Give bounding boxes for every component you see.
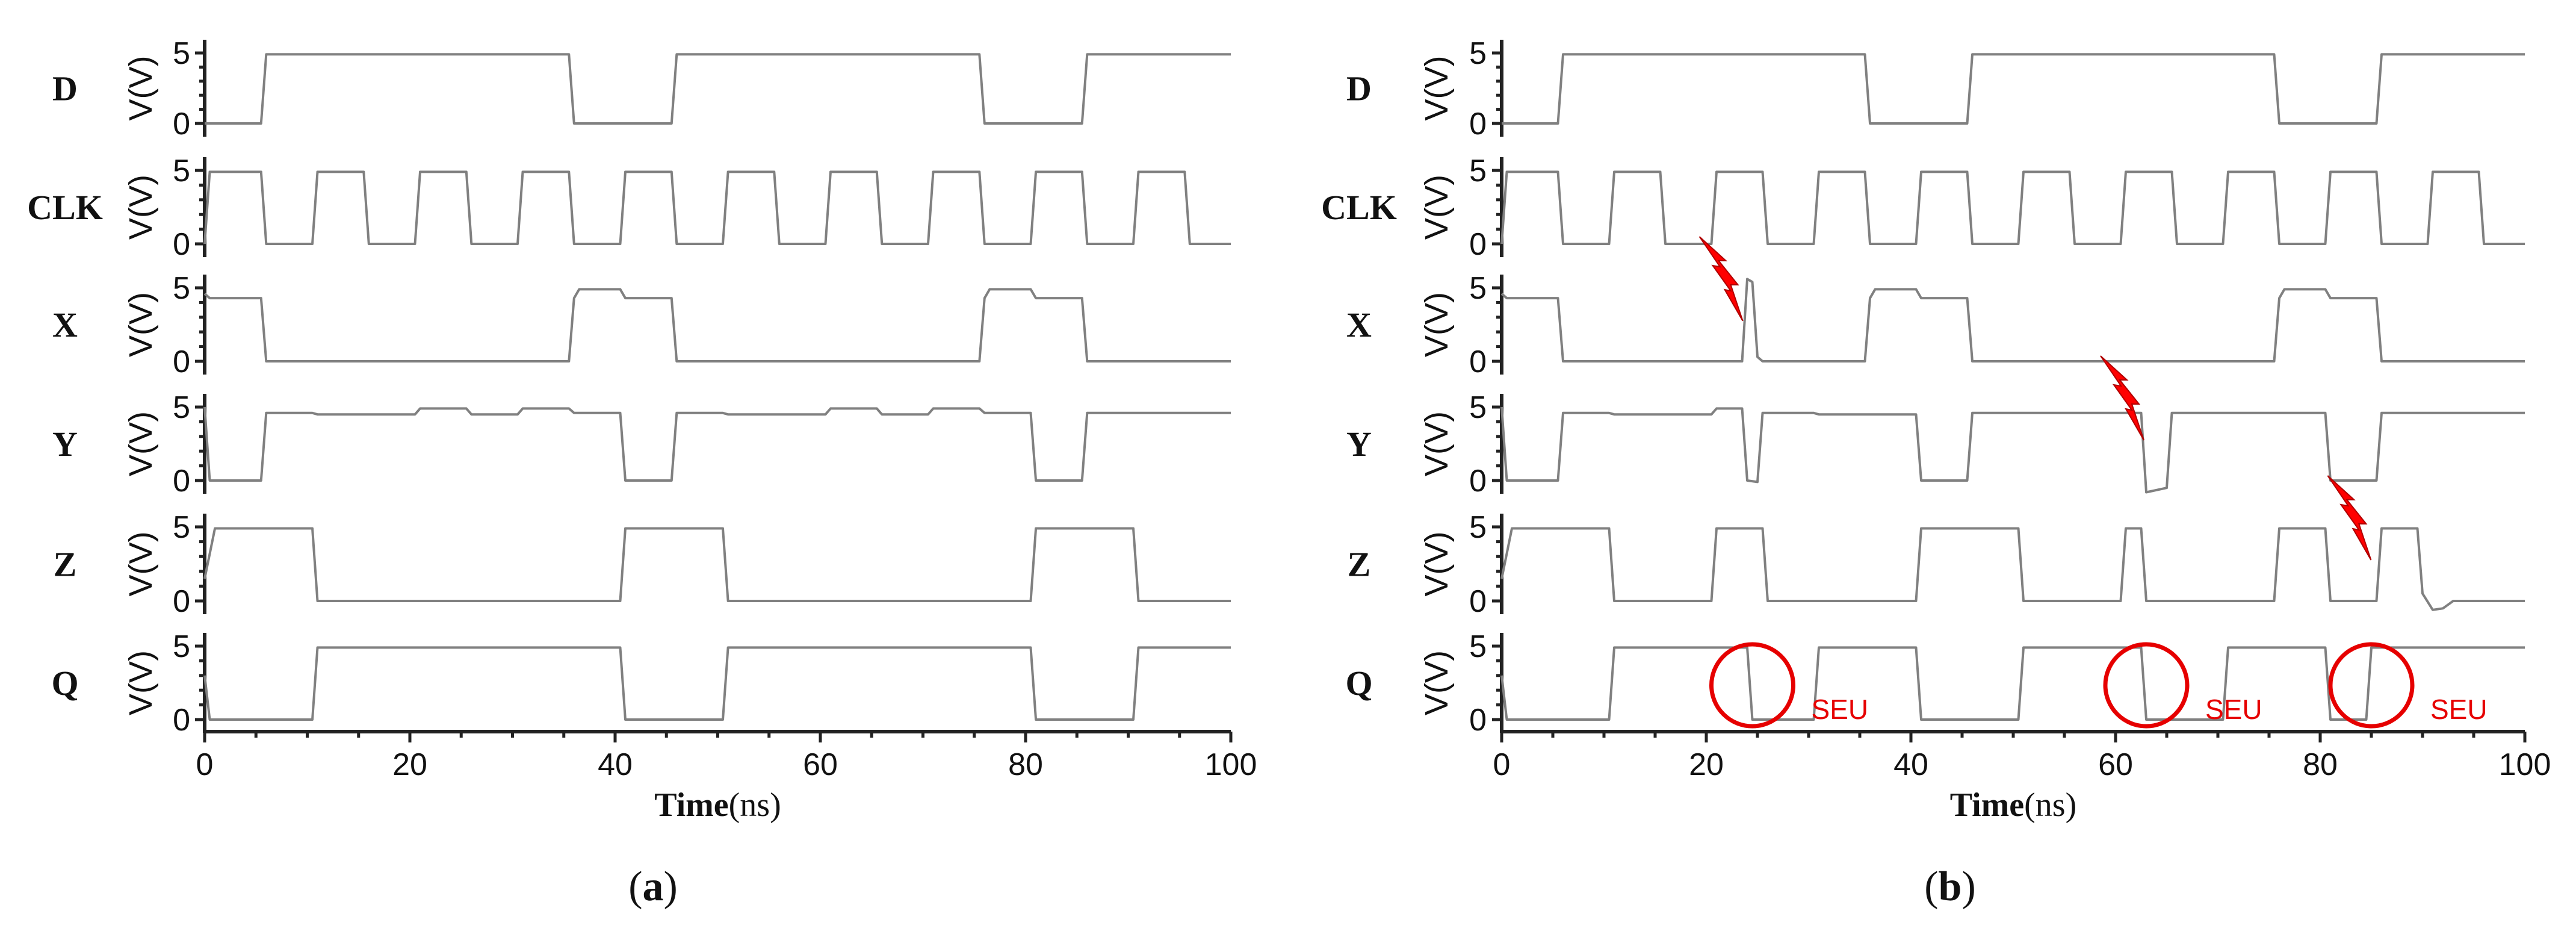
- seu-circle-1: [1709, 642, 1795, 729]
- trace-x: [203, 288, 1231, 362]
- seu-circle-2: [2103, 642, 2190, 729]
- signal-label-q: Q: [1345, 664, 1372, 703]
- signal-label-y: Y: [52, 425, 78, 464]
- x-tick-label-0: 0: [196, 747, 214, 782]
- panel-caption-letter: b: [1939, 863, 1962, 910]
- trace-d: [205, 53, 1231, 125]
- seu-circle-3: [2328, 642, 2415, 729]
- x-tick-label-80: 80: [2303, 747, 2338, 782]
- panel-caption: (b): [1924, 863, 1976, 910]
- x-axis-title: Time(ns): [1950, 786, 2077, 824]
- signal-label-d: D: [52, 69, 78, 108]
- y-axis-label-z: V(V): [123, 532, 159, 597]
- trace-x: [1500, 278, 2525, 362]
- y-tick-label-z-0: 0: [173, 584, 190, 619]
- trace-z: [1500, 527, 2525, 611]
- y-tick-label-x-0: 0: [1469, 344, 1487, 379]
- panel-a: D V(V) 0 5 CLK V(V) 0 5 X V(V) 0 5 Y V(V) 0 5 Z V(V) 0 5 Q V(…: [27, 36, 1257, 910]
- y-tick-label-q-0: 0: [173, 703, 190, 738]
- seu-label-1: SEU: [1812, 694, 1869, 725]
- y-tick-label-y-5: 5: [1469, 390, 1487, 425]
- x-axis-title-unit: (ns): [729, 786, 781, 824]
- signal-label-x: X: [52, 305, 78, 344]
- y-tick-label-z-0: 0: [1469, 584, 1487, 619]
- x-axis-title-word: Time: [1950, 786, 2024, 824]
- y-tick-label-q-5: 5: [173, 629, 190, 664]
- y-axis-label-x: V(V): [123, 292, 159, 357]
- y-axis-label-d: V(V): [1419, 56, 1455, 121]
- signal-label-clk: CLK: [27, 188, 103, 227]
- x-tick-label-40: 40: [1893, 747, 1928, 782]
- trace-clk: [203, 170, 1231, 245]
- signal-label-x: X: [1346, 305, 1372, 344]
- y-axis-label-clk: V(V): [1419, 175, 1455, 240]
- y-axis-label-y: V(V): [123, 411, 159, 476]
- y-tick-label-d-5: 5: [1469, 36, 1487, 71]
- x-tick-label-0: 0: [1493, 747, 1511, 782]
- y-tick-label-y-0: 0: [173, 464, 190, 499]
- x-tick-label-60: 60: [803, 747, 838, 782]
- trace-z: [203, 527, 1231, 602]
- x-axis-title: Time(ns): [654, 786, 781, 824]
- y-axis-label-q: V(V): [1419, 650, 1455, 715]
- signal-label-clk: CLK: [1321, 188, 1397, 227]
- y-tick-label-q-5: 5: [1469, 629, 1487, 664]
- trace-q: [1500, 646, 2525, 721]
- y-tick-label-x-5: 5: [173, 271, 190, 306]
- x-tick-label-80: 80: [1008, 747, 1043, 782]
- x-tick-label-100: 100: [2499, 747, 2551, 782]
- y-tick-label-z-5: 5: [1469, 510, 1487, 545]
- signal-label-y: Y: [1346, 425, 1372, 464]
- y-tick-label-clk-0: 0: [173, 227, 190, 262]
- trace-y: [203, 406, 1231, 482]
- y-axis-label-x: V(V): [1419, 292, 1455, 357]
- trace-clk: [1500, 170, 2525, 245]
- y-tick-label-q-0: 0: [1469, 703, 1487, 738]
- panel-b: D V(V) 0 5 CLK V(V) 0 5 X V(V) 0 5 Y V(V) 0 5 Z V(V) 0 5 Q V(…: [1321, 36, 2551, 910]
- x-tick-label-20: 20: [1689, 747, 1724, 782]
- trace-y: [1500, 406, 2525, 494]
- y-tick-label-y-0: 0: [1469, 464, 1487, 499]
- seu-label-2: SEU: [2205, 694, 2262, 725]
- trace-d: [1502, 53, 2525, 125]
- y-tick-label-d-5: 5: [173, 36, 190, 71]
- y-tick-label-x-5: 5: [1469, 271, 1487, 306]
- signal-label-z: Z: [54, 545, 77, 584]
- y-tick-label-clk-5: 5: [1469, 154, 1487, 188]
- y-axis-label-clk: V(V): [123, 175, 159, 240]
- trace-q: [203, 646, 1231, 721]
- x-axis-title-word: Time: [654, 786, 728, 824]
- y-tick-label-d-0: 0: [1469, 107, 1487, 142]
- y-tick-label-y-5: 5: [173, 390, 190, 425]
- y-tick-label-d-0: 0: [173, 107, 190, 142]
- x-tick-label-40: 40: [598, 747, 633, 782]
- y-tick-label-clk-0: 0: [1469, 227, 1487, 262]
- x-tick-label-60: 60: [2098, 747, 2133, 782]
- y-tick-label-clk-5: 5: [173, 154, 190, 188]
- lightning-strike-icon: [2100, 355, 2144, 441]
- signal-label-z: Z: [1348, 545, 1371, 584]
- signal-label-d: D: [1346, 69, 1372, 108]
- x-tick-label-20: 20: [392, 747, 427, 782]
- lightning-strike-icon: [2327, 475, 2372, 561]
- y-axis-label-y: V(V): [1419, 411, 1455, 476]
- signal-label-q: Q: [51, 664, 78, 703]
- y-axis-label-d: V(V): [123, 56, 159, 121]
- panel-caption: (a): [628, 863, 678, 910]
- y-tick-label-x-0: 0: [173, 344, 190, 379]
- seu-label-3: SEU: [2430, 694, 2488, 725]
- panel-caption-letter: a: [643, 863, 664, 910]
- y-axis-label-q: V(V): [123, 650, 159, 715]
- x-axis-title-unit: (ns): [2024, 786, 2076, 824]
- x-tick-label-100: 100: [1205, 747, 1257, 782]
- y-tick-label-z-5: 5: [173, 510, 190, 545]
- lightning-strike-icon: [1698, 236, 1744, 322]
- y-axis-label-z: V(V): [1419, 532, 1455, 597]
